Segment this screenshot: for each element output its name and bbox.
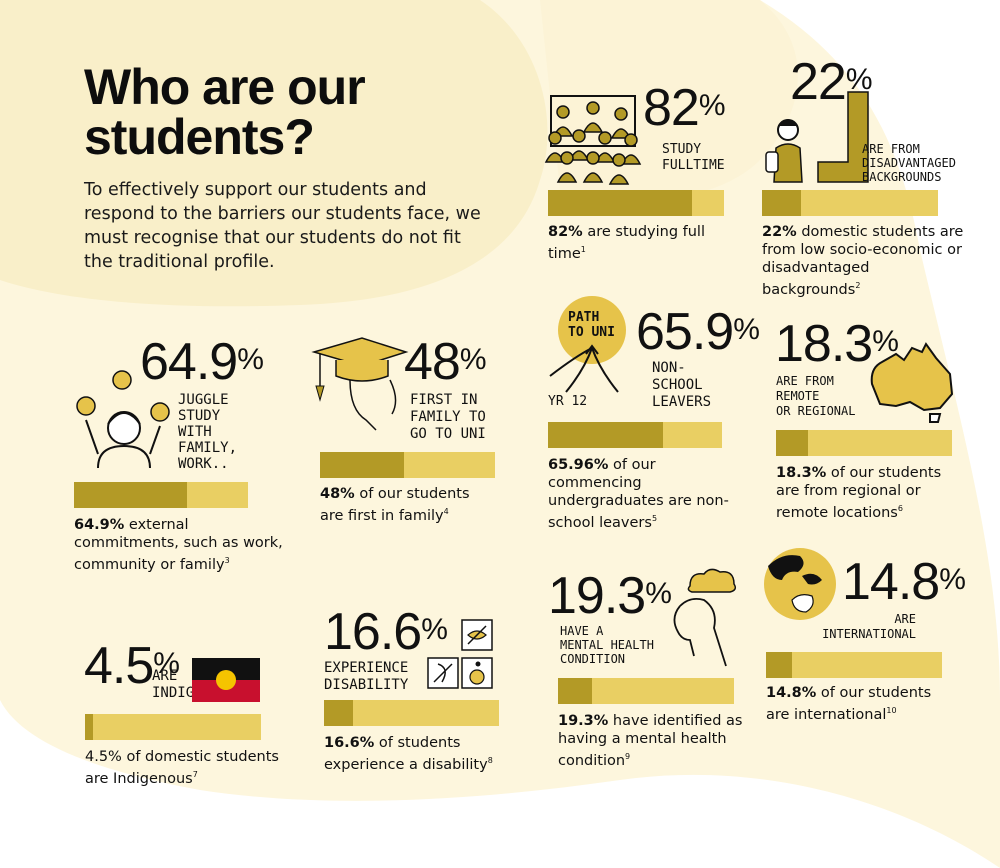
regional-progress-bar	[776, 430, 952, 456]
first-family-progress-bar	[320, 452, 495, 478]
international-progress-bar	[766, 652, 942, 678]
progress-fill	[766, 652, 793, 678]
juggle-label: JUGGLE STUDY WITH FAMILY, WORK..	[178, 392, 238, 472]
juggle-big-number: 64.9%	[140, 333, 264, 391]
disability-label: EXPERIENCE DISABILITY	[324, 660, 409, 693]
intro-paragraph: To effectively support our students and …	[84, 180, 481, 272]
progress-fill	[320, 452, 404, 478]
mental-label: HAVE A MENTAL HEALTH CONDITION	[560, 624, 654, 666]
nonschool-caption: 65.96% of our commencing undergraduates …	[548, 457, 729, 531]
graduate-cap-icon	[311, 337, 409, 431]
progress-fill	[548, 422, 663, 448]
mental-progress-bar	[558, 678, 734, 704]
disability-caption: 16.6% of students experience a disabilit…	[324, 735, 493, 773]
international-caption: 14.8% of our students are international1…	[766, 685, 932, 723]
mental-caption: 19.3% have identified as having a mental…	[558, 713, 743, 769]
progress-fill	[548, 190, 693, 216]
international-label: ARE INTERNATIONAL	[822, 612, 916, 641]
regional-big-number: 18.3%	[775, 315, 899, 373]
fulltime-caption: 82% are studying full time1	[548, 224, 705, 262]
path-to-uni-badge: PATH TO UNI	[568, 310, 615, 340]
disadvantaged-caption: 22% domestic students are from low socio…	[762, 224, 964, 298]
classroom-students-icon	[544, 95, 642, 185]
disadvantaged-label: ARE FROM DISADVANTAGED BACKGROUNDS	[862, 142, 956, 184]
fulltime-label: STUDY FULLTIME	[662, 142, 725, 173]
indigenous-big-number: 4.5%	[84, 637, 180, 695]
juggling-person-icon	[76, 370, 170, 469]
progress-fill	[776, 430, 809, 456]
disadvantaged-progress-bar	[762, 190, 938, 216]
path-arrows-icon	[549, 296, 626, 393]
nonschool-progress-bar	[548, 422, 722, 448]
nonschool-big-number: 65.9%	[636, 303, 760, 361]
nonschool-label: NON- SCHOOL LEAVERS	[652, 360, 712, 410]
cloud-head-icon	[673, 568, 737, 667]
globe-icon	[764, 548, 836, 620]
indigenous-progress-bar	[85, 714, 261, 740]
student-step-icon	[765, 91, 869, 183]
aboriginal-flag-icon	[192, 658, 260, 702]
disability-big-number: 16.6%	[324, 603, 448, 661]
disability-icons	[427, 619, 493, 689]
indigenous-caption: 4.5% of domestic students are Indigenous…	[85, 749, 279, 787]
title-line-2: students?	[84, 109, 315, 165]
progress-fill	[74, 482, 187, 508]
fulltime-big-number: 82%	[643, 79, 726, 137]
first-family-label: FIRST IN FAMILY TO GO TO UNI	[410, 392, 486, 442]
disadvantaged-big-number: 22%	[790, 53, 873, 111]
australia-map-icon	[870, 342, 954, 423]
title-line-1: Who are our	[84, 59, 366, 115]
mental-big-number: 19.3%	[548, 567, 672, 625]
disability-progress-bar	[324, 700, 499, 726]
yr12-label: YR 12	[548, 394, 588, 409]
progress-fill	[85, 714, 93, 740]
juggle-caption: 64.9% external commitments, such as work…	[74, 517, 283, 573]
first-family-caption: 48% of our students are first in family4	[320, 486, 470, 524]
regional-label: ARE FROM REMOTE OR REGIONAL	[776, 374, 856, 418]
progress-fill	[558, 678, 592, 704]
international-big-number: 14.8%	[842, 553, 966, 611]
fulltime-progress-bar	[548, 190, 724, 216]
progress-fill	[762, 190, 801, 216]
progress-fill	[324, 700, 354, 726]
juggle-progress-bar	[74, 482, 248, 508]
page-title: Who are our students?	[84, 62, 504, 162]
first-family-big-number: 48%	[404, 333, 487, 391]
regional-caption: 18.3% of our students are from regional …	[776, 465, 942, 521]
